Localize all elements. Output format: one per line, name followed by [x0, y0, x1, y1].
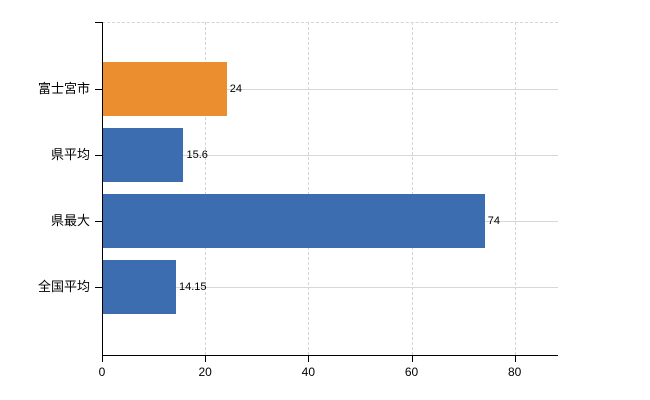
horizontal-gridline [102, 287, 558, 288]
category-label: 全国平均 [37, 279, 90, 294]
x-tick-mark [308, 355, 310, 362]
category-label: 県平均 [50, 147, 90, 162]
horizontal-gridline [102, 155, 558, 156]
x-tick-label: 0 [98, 365, 106, 379]
bar [103, 260, 176, 314]
top-gridline [102, 22, 558, 23]
x-axis-line [102, 355, 558, 356]
bar [103, 128, 184, 182]
x-tick-label: 20 [198, 365, 212, 379]
vertical-gridline [514, 22, 516, 355]
bar [103, 62, 227, 116]
x-tick-mark [205, 355, 207, 362]
x-tick-mark [514, 355, 516, 362]
bar-value-label: 74 [487, 215, 500, 227]
category-label: 県最大 [50, 213, 90, 228]
x-tick-mark [102, 355, 103, 362]
y-tick-mark [95, 89, 102, 90]
x-tick-mark [411, 355, 413, 362]
vertical-gridline [411, 22, 413, 355]
vertical-gridline [205, 22, 207, 355]
x-tick-label: 60 [404, 365, 419, 379]
y-tick-mark [95, 221, 102, 222]
x-tick-label: 80 [507, 365, 522, 379]
category-label: 富士宮市 [37, 81, 90, 96]
bar [103, 194, 485, 248]
x-tick-label: 40 [301, 365, 316, 379]
bar-value-label: 15.6 [186, 149, 208, 161]
vertical-gridline [308, 22, 310, 355]
bar-value-label: 24 [229, 83, 243, 95]
y-axis-line [102, 22, 103, 359]
horizontal-gridline [102, 89, 558, 90]
y-tick-mark [95, 155, 102, 156]
y-axis-top-tick [95, 22, 102, 23]
bar-value-label: 14.15 [178, 281, 207, 293]
y-tick-mark [95, 287, 102, 288]
